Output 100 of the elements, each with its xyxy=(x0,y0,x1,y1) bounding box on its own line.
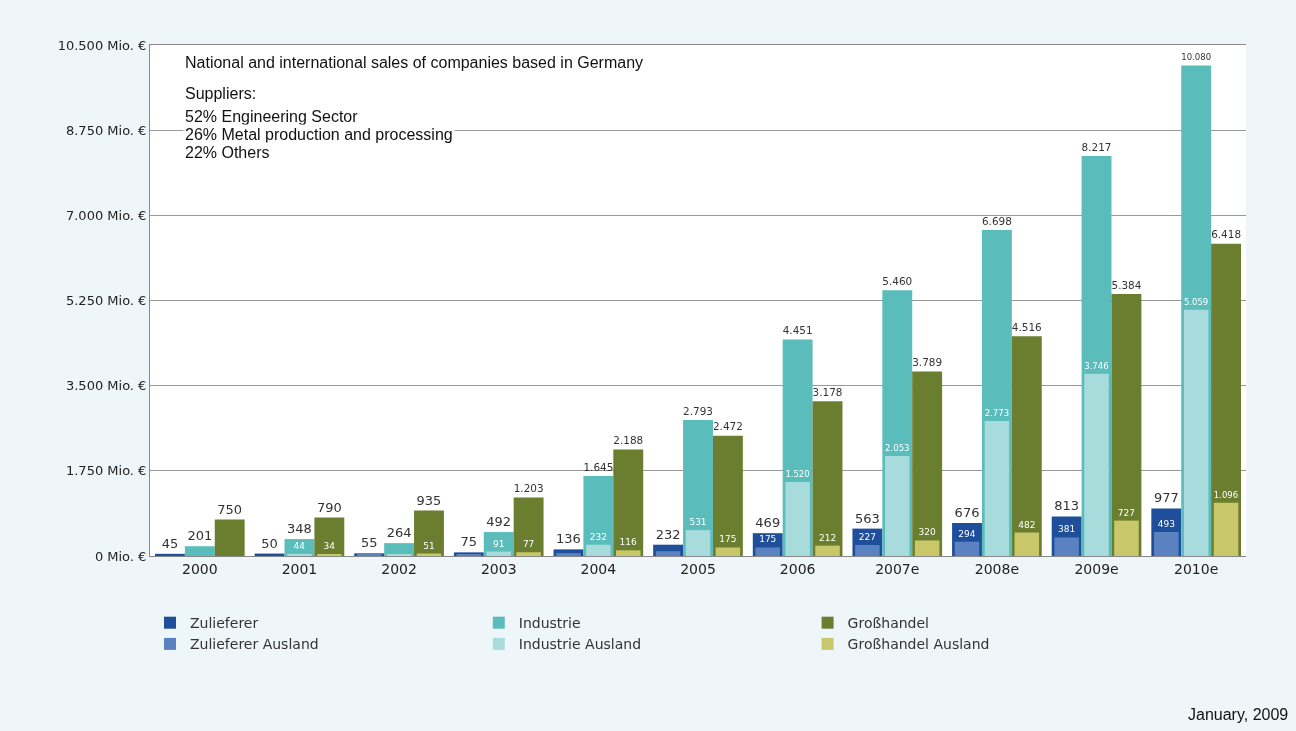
data-label: 116 xyxy=(619,537,637,548)
bar xyxy=(314,517,345,556)
data-label: 212 xyxy=(818,532,837,543)
data-label: 232 xyxy=(655,526,681,542)
bar xyxy=(912,371,943,556)
data-label: 77 xyxy=(522,539,535,550)
x-tick-label: 2007e xyxy=(875,560,920,577)
x-tick-label: 2005 xyxy=(680,560,716,577)
annotation: 26% Metal production and processing xyxy=(185,126,453,143)
data-label: 75 xyxy=(460,534,478,550)
data-label: 3.746 xyxy=(1084,360,1109,371)
annotation: National and international sales of companies based in Germany xyxy=(185,54,644,71)
data-label: 50 xyxy=(261,535,278,551)
data-label: 3.789 xyxy=(912,356,943,369)
data-label: 750 xyxy=(217,501,243,517)
x-tick-label: 2002 xyxy=(381,560,417,577)
data-label: 232 xyxy=(589,531,607,542)
bar xyxy=(486,551,511,556)
data-label: 44 xyxy=(293,540,306,551)
data-label: 977 xyxy=(1153,490,1179,506)
y-tick-label: 8.750 Mio. € xyxy=(65,122,147,138)
x-tick-label: 2004 xyxy=(580,560,617,577)
bar xyxy=(885,456,910,556)
bar xyxy=(513,497,544,556)
data-label: 4.451 xyxy=(782,323,813,336)
bar xyxy=(586,544,611,556)
data-label: 5.384 xyxy=(1111,278,1142,291)
bar xyxy=(954,541,980,556)
bar xyxy=(715,547,741,556)
data-label: 1.520 xyxy=(785,469,810,480)
text: January, 2009 xyxy=(1188,706,1289,723)
legend-label: Großhandel Ausland xyxy=(847,636,990,653)
x-tick-label: 2008e xyxy=(974,560,1020,577)
data-label: 469 xyxy=(755,515,781,531)
data-label: 1.203 xyxy=(513,482,544,495)
data-label: 227 xyxy=(858,531,876,542)
data-label: 563 xyxy=(854,510,880,526)
bar xyxy=(1014,532,1040,556)
data-label: 381 xyxy=(1058,524,1076,535)
data-label: 8.217 xyxy=(1081,140,1112,153)
x-tick-label: 2010e xyxy=(1174,560,1219,577)
x-tick-label: 2006 xyxy=(779,560,816,577)
bar xyxy=(184,546,215,556)
bar xyxy=(613,449,644,556)
data-label: 55 xyxy=(360,535,378,551)
data-label: 1.096 xyxy=(1213,489,1239,500)
bar xyxy=(214,519,245,556)
data-label: 813 xyxy=(1054,498,1080,514)
annotation: 22% Others xyxy=(185,144,270,161)
data-label: 201 xyxy=(187,528,213,544)
data-label: 6.698 xyxy=(981,214,1012,227)
bar xyxy=(712,435,743,556)
legend-label: Industrie xyxy=(518,615,581,632)
data-label: 492 xyxy=(486,514,512,530)
data-label: 264 xyxy=(386,525,412,541)
bar xyxy=(1114,520,1139,556)
y-tick-label: 3.500 Mio. € xyxy=(65,378,147,394)
bar xyxy=(785,482,810,556)
data-label: 935 xyxy=(416,492,442,508)
y-tick-label: 1.750 Mio. € xyxy=(65,463,147,479)
data-label: 6.418 xyxy=(1211,228,1242,241)
y-tick-label: 7.000 Mio. € xyxy=(65,207,147,223)
data-label: 2.793 xyxy=(683,404,713,417)
annotation: 52% Engineering Sector xyxy=(185,108,359,125)
x-tick-label: 2009e xyxy=(1074,560,1119,577)
data-label: 294 xyxy=(958,528,976,539)
bar xyxy=(1054,537,1079,556)
data-label: 2.053 xyxy=(885,443,910,454)
data-label: 320 xyxy=(918,527,936,538)
bar xyxy=(685,530,711,556)
legend-label: Industrie Ausland xyxy=(518,636,642,653)
bar xyxy=(1183,309,1209,556)
data-label: 34 xyxy=(323,541,336,551)
bar xyxy=(414,510,444,556)
data-label: 727 xyxy=(1117,507,1136,518)
bar xyxy=(154,553,185,556)
data-label: 676 xyxy=(954,505,980,521)
data-label: 790 xyxy=(316,499,342,515)
data-label: 45 xyxy=(161,535,179,551)
data-label: 348 xyxy=(287,521,312,537)
data-label: 2.472 xyxy=(712,420,743,433)
y-tick-label: 5.250 Mio. € xyxy=(65,293,147,309)
data-label: 482 xyxy=(1018,519,1036,530)
bar xyxy=(1084,373,1109,556)
data-label: 51 xyxy=(423,540,435,551)
y-tick-label: 10.500 Mio. € xyxy=(57,37,147,53)
legend-label: Großhandel xyxy=(847,615,930,632)
data-label: 3.178 xyxy=(812,385,843,398)
bar xyxy=(1154,532,1179,556)
data-label: 2.773 xyxy=(984,408,1010,419)
data-label: 5.460 xyxy=(882,274,913,287)
data-label: 4.516 xyxy=(1011,320,1042,333)
legend-label: Zulieferer Ausland xyxy=(190,636,319,653)
bar xyxy=(655,551,681,556)
bar xyxy=(815,545,840,556)
data-label: 5.059 xyxy=(1183,296,1209,307)
data-label: 175 xyxy=(719,534,737,545)
x-tick-label: 2003 xyxy=(480,560,517,577)
x-tick-label: 2001 xyxy=(281,560,318,577)
data-label: 531 xyxy=(689,517,707,528)
